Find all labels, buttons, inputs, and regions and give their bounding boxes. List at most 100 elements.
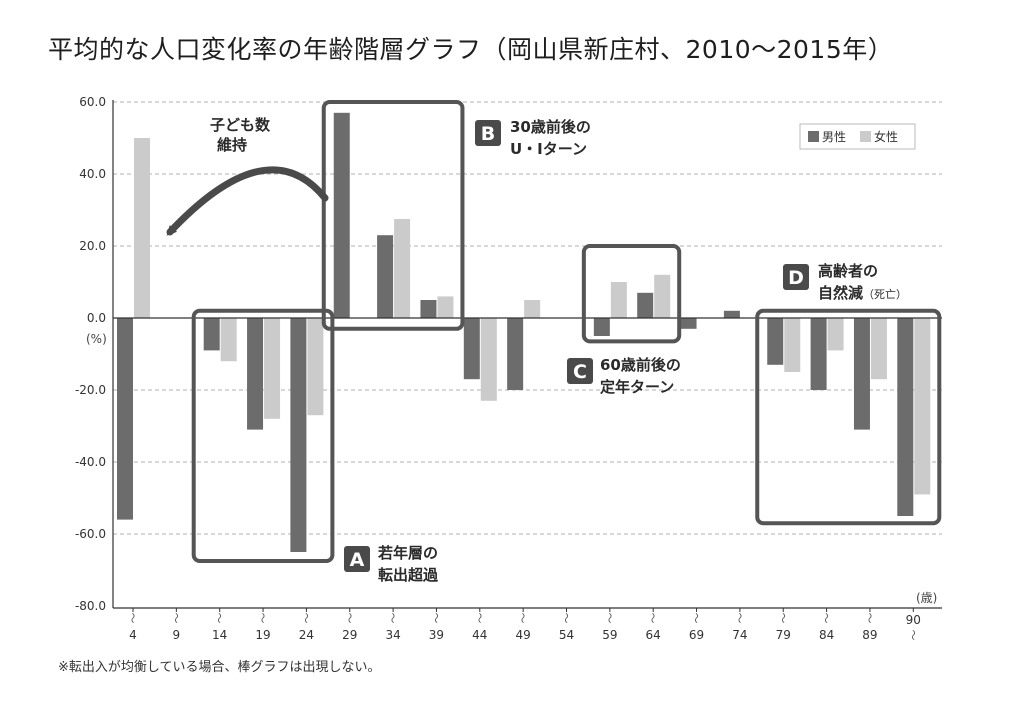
x-tick-label: 4 — [129, 628, 137, 642]
x-tick-tilde: 〜 — [473, 613, 486, 624]
bar-male — [117, 318, 133, 520]
y-axis-unit: (%) — [86, 332, 107, 346]
x-tick-label: 44 — [472, 628, 487, 642]
bar-female — [220, 318, 237, 362]
y-tick-label: -60.0 — [75, 527, 106, 541]
annotation-line2: 転出超過 — [378, 566, 439, 584]
x-tick-tilde: 〜 — [429, 613, 442, 624]
x-tick-tilde: 〜 — [603, 613, 616, 624]
annotation-badge — [783, 264, 809, 290]
annotation-line2: U・Iターン — [510, 140, 587, 158]
x-tick-label: 89 — [862, 628, 877, 642]
bar-male — [853, 318, 870, 430]
x-tick-label: 54 — [559, 628, 574, 642]
legend: 男性 女性 — [799, 123, 916, 150]
y-tick-label: -20.0 — [75, 383, 106, 397]
x-tick-tilde: 〜 — [560, 613, 573, 624]
annotation-line1: 60歳前後の — [600, 356, 681, 374]
x-tick-label: 64 — [646, 628, 661, 642]
legend-female-swatch — [860, 131, 871, 142]
x-tick-tilde: 〜 — [126, 613, 139, 624]
x-tick-label: 79 — [776, 628, 791, 642]
annotation-line2-small: （死亡） — [863, 287, 907, 301]
bar-male — [637, 292, 654, 318]
x-tick-tilde: 〜 — [343, 613, 356, 624]
x-tick-label: 19 — [255, 628, 270, 642]
arrow-note-line2: 維持 — [217, 136, 247, 154]
x-tick-label: 24 — [299, 628, 314, 642]
bar-male — [897, 318, 914, 516]
legend-female-label: 女性 — [874, 129, 898, 144]
y-tick-label: 40.0 — [79, 167, 106, 181]
x-tick-tilde: 〜 — [690, 613, 703, 624]
x-tick-tilde: 〜 — [299, 613, 312, 624]
y-tick-label: 60.0 — [79, 95, 106, 109]
arrow-note-line1: 子ども数 — [210, 116, 271, 134]
annotation-box-b — [321, 100, 465, 331]
bar-male — [333, 112, 350, 318]
bar-male — [723, 310, 740, 318]
annotation-letter: D — [788, 267, 804, 289]
bar-female — [524, 300, 541, 318]
x-axis-unit: (歳) — [916, 591, 937, 605]
y-axis-ticks: 60.0 40.0 20.0 0.0 -20.0 -40.0 -60.0 -80.0 — [75, 95, 106, 613]
bar-male — [203, 318, 220, 351]
axes — [112, 100, 942, 609]
x-tick-label: 14 — [212, 628, 227, 642]
annotation-box-a — [191, 308, 335, 563]
bar-female — [264, 318, 281, 419]
x-tick-tilde: 〜 — [169, 613, 182, 624]
x-tick-tilde: 〜 — [646, 613, 659, 624]
x-tick-label: 84 — [819, 628, 834, 642]
legend-box — [799, 123, 916, 150]
annotation-line1: 高齢者の — [818, 262, 878, 280]
bar-female — [437, 296, 454, 318]
bar-male — [290, 318, 307, 552]
x-tick-tilde: 〜 — [516, 613, 529, 624]
bar-female — [394, 219, 411, 318]
bar-female — [784, 318, 801, 372]
annotation-line2: 自然減（死亡） — [818, 284, 907, 302]
x-tick-label: 74 — [732, 628, 747, 642]
bar-male — [680, 318, 697, 329]
bar-male — [247, 318, 264, 430]
annotation-line2: 定年ターン — [600, 378, 674, 396]
y-tick-label: 20.0 — [79, 239, 106, 253]
x-tick-label: 49 — [516, 628, 531, 642]
grid — [113, 101, 942, 535]
bar-female — [480, 318, 497, 401]
x-tick-tilde: 〜 — [776, 613, 789, 624]
bar-male — [507, 318, 524, 390]
page-title: 平均的な人口変化率の年齢階層グラフ（岡山県新庄村、2010〜2015年） — [48, 35, 894, 64]
annotation-box-d — [755, 308, 942, 526]
annotation-badge — [344, 546, 370, 572]
footnote: ※転出入が均衡している場合、棒グラフは出現しない。 — [58, 660, 381, 675]
x-tick-tilde: 〜 — [906, 630, 919, 641]
annotation-line1: 若年層の — [377, 544, 438, 562]
x-tick-tilde: 〜 — [256, 613, 269, 624]
annotation-box-c — [581, 244, 682, 344]
annotation-label-b: B 30歳前後の U・Iターン — [475, 118, 591, 158]
x-tick-label: 59 — [602, 628, 617, 642]
annotation-badge — [567, 358, 593, 384]
x-tick-label: 29 — [342, 628, 357, 642]
bar-female — [870, 318, 887, 380]
bar-female — [307, 318, 324, 416]
y-tick-label: -80.0 — [75, 599, 106, 613]
annotation-letter: B — [481, 123, 495, 145]
x-tick-tilde: 〜 — [733, 613, 746, 624]
x-axis-ticks: 〜 4 〜 9 〜 14 〜 19 〜 24 〜 29 〜 34 〜 39 〜 44 〜 49 〜 54 〜 59 〜 64 〜 69… — [126, 608, 921, 642]
bar-male — [420, 300, 437, 318]
y-tick-label: -40.0 — [75, 455, 106, 469]
bar-female — [914, 318, 931, 495]
legend-male-swatch — [808, 131, 819, 142]
curved-arrow — [166, 166, 329, 236]
x-tick-tilde: 〜 — [386, 613, 399, 624]
bar-female — [654, 274, 671, 318]
